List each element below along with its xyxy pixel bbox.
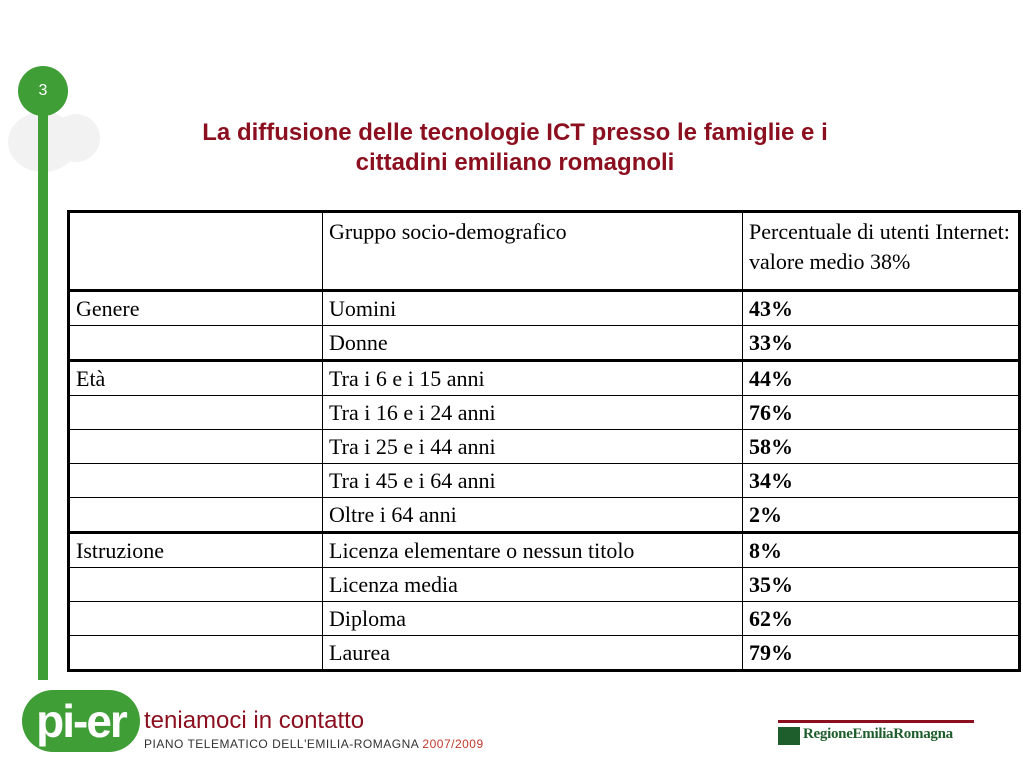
label-cell: Tra i 6 e i 15 anni [322,359,743,396]
table-row: Laurea 79% [68,635,1020,671]
value-cell: 33% [742,325,1020,361]
label-cell: Uomini [322,290,743,326]
value-cell: 8% [742,531,1020,568]
header-cell-percentage: Percentuale di utenti Internet: valore m… [742,211,1020,292]
slide-title: La diffusione delle tecnologie ICT press… [100,118,930,178]
value-cell: 43% [742,290,1020,326]
footer-slogan: teniamoci in contatto [144,707,365,734]
header-percentage-line-2: valore medio 38% [749,249,911,274]
footer-years: 2007/2009 [422,737,484,751]
label-cell: Licenza media [322,567,743,602]
group-cell [68,497,323,533]
value-cell: 79% [742,635,1020,671]
pier-logo-text: pi-er [36,695,128,747]
region-logo-icon [778,727,800,745]
label-cell: Diploma [322,601,743,636]
value-cell: 76% [742,395,1020,430]
pier-logo: pi-er [22,690,140,752]
group-cell [68,463,323,498]
label-cell: Laurea [322,635,743,671]
group-cell: Età [68,359,323,396]
region-logo-text: RegioneEmiliaRomagna [803,726,953,742]
value-cell: 44% [742,359,1020,396]
label-cell: Tra i 16 e i 24 anni [322,395,743,430]
label-cell: Tra i 25 e i 44 anni [322,429,743,464]
table-row: Età Tra i 6 e i 15 anni 44% [68,359,1020,396]
table-row: Tra i 45 e i 64 anni 34% [68,463,1020,498]
value-cell: 62% [742,601,1020,636]
table-row: Licenza media 35% [68,567,1020,602]
slide-number-badge: 3 [18,66,68,116]
label-cell: Tra i 45 e i 64 anni [322,463,743,498]
region-logo-bar [778,720,974,723]
group-cell [68,567,323,602]
table-row: Diploma 62% [68,601,1020,636]
data-table: Gruppo socio-demografico Percentuale di … [67,210,1021,672]
header-cell-empty [68,211,323,292]
group-cell [68,635,323,671]
group-cell [68,601,323,636]
label-cell: Donne [322,325,743,361]
header-cell-group: Gruppo socio-demografico [322,211,743,292]
value-cell: 34% [742,463,1020,498]
group-cell: Genere [68,290,323,326]
table-row: Genere Uomini 43% [68,290,1020,326]
table-header-row: Gruppo socio-demografico Percentuale di … [68,211,1020,292]
label-cell: Licenza elementare o nessun titolo [322,531,743,568]
slide-title-line-1: La diffusione delle tecnologie ICT press… [202,119,828,146]
table-row: Istruzione Licenza elementare o nessun t… [68,531,1020,568]
slide-title-line-2: cittadini emiliano romagnoli [355,149,675,176]
table-row: Tra i 16 e i 24 anni 76% [68,395,1020,430]
group-cell [68,325,323,361]
table-row: Tra i 25 e i 44 anni 58% [68,429,1020,464]
group-cell [68,429,323,464]
slide-number: 3 [38,82,48,99]
label-cell: Oltre i 64 anni [322,497,743,533]
footer-subtitle-text: PIANO TELEMATICO DELL'EMILIA-ROMAGNA [144,737,419,751]
group-cell [68,395,323,430]
value-cell: 58% [742,429,1020,464]
decorative-green-stem [38,108,48,680]
group-cell: Istruzione [68,531,323,568]
header-percentage-line-1: Percentuale di utenti Internet: [749,219,1010,244]
value-cell: 2% [742,497,1020,533]
table-row: Donne 33% [68,325,1020,361]
table-row: Oltre i 64 anni 2% [68,497,1020,533]
footer-subtitle: PIANO TELEMATICO DELL'EMILIA-ROMAGNA 200… [144,737,484,751]
value-cell: 35% [742,567,1020,602]
decorative-circle [52,114,100,162]
